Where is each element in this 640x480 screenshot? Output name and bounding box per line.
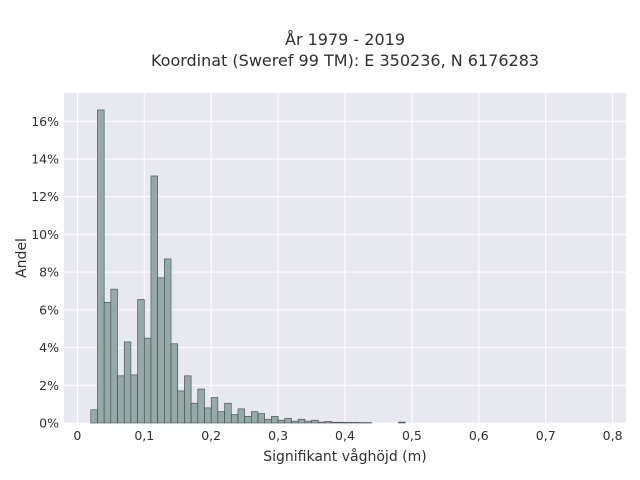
histogram-bar	[284, 417, 292, 424]
histogram-bar	[143, 337, 152, 424]
histogram-bar	[324, 421, 332, 424]
y-tick-label: 12%	[31, 189, 59, 204]
y-axis-label: Andel	[14, 238, 30, 278]
histogram-bar	[130, 374, 138, 424]
chart-title-line2: Koordinat (Sweref 99 TM): E 350236, N 61…	[151, 51, 539, 70]
histogram-bar	[170, 343, 179, 424]
histogram-bar	[271, 416, 279, 424]
y-tick-label: 10%	[31, 227, 59, 242]
x-tick-label: 0,1	[134, 428, 154, 443]
histogram-bar	[344, 422, 352, 424]
histogram-bar	[277, 419, 286, 424]
y-tick-label: 16%	[31, 114, 59, 129]
histogram-bar	[210, 397, 219, 424]
x-tick-label: 0,5	[402, 428, 422, 443]
histogram-bar	[150, 175, 158, 424]
histogram-bar	[197, 388, 205, 424]
x-axis-ticks: 0 0,1 0,2 0,3 0,4 0,5 0,6 0,7 0,8	[73, 428, 622, 443]
histogram-bar	[251, 411, 259, 424]
x-tick-label: 0,6	[469, 428, 489, 443]
histogram-bar	[264, 418, 272, 424]
histogram-bar	[103, 302, 112, 424]
chart-title-line1: År 1979 - 2019	[285, 30, 405, 49]
histogram-bar	[137, 299, 145, 424]
histogram-bar	[204, 407, 212, 424]
x-tick-label: 0,4	[335, 428, 355, 443]
histogram-bar	[398, 421, 406, 424]
histogram-bar	[351, 422, 359, 424]
x-tick-label: 0,7	[536, 428, 556, 443]
x-axis-label: Signifikant våghöjd (m)	[263, 448, 426, 465]
histogram-bar	[164, 258, 172, 424]
histogram-bar	[317, 421, 326, 424]
y-tick-label: 8%	[39, 265, 59, 280]
histogram-bar	[190, 402, 199, 424]
histogram-bar	[184, 375, 192, 424]
histogram-bar	[123, 341, 132, 424]
histogram-bar	[90, 409, 98, 424]
histogram-bar	[237, 408, 245, 424]
histogram-bar	[157, 277, 165, 424]
histogram-bar	[297, 418, 306, 424]
histogram-bar	[217, 411, 225, 424]
histogram-bar	[311, 419, 319, 424]
x-tick-label: 0	[73, 428, 81, 443]
histogram-bar	[177, 390, 185, 424]
y-tick-label: 4%	[39, 340, 59, 355]
histogram-bar	[97, 109, 105, 424]
x-tick-label: 0,3	[268, 428, 288, 443]
y-axis-ticks: 0% 2% 4% 6% 8% 10% 12% 14% 16%	[31, 114, 59, 431]
y-tick-label: 14%	[31, 152, 59, 167]
histogram-bar	[224, 402, 232, 424]
x-tick-label: 0,8	[603, 428, 623, 443]
bars	[90, 109, 406, 424]
histogram-bar	[338, 421, 346, 424]
y-tick-label: 2%	[39, 378, 59, 393]
histogram-bar	[244, 416, 252, 424]
x-tick-label: 0,2	[201, 428, 221, 443]
histogram-bar	[110, 288, 118, 424]
histogram-bar	[304, 420, 312, 424]
histogram-bar	[230, 414, 239, 424]
histogram-bar	[117, 375, 125, 424]
y-tick-label: 0%	[39, 416, 59, 431]
histogram-bar	[331, 421, 339, 424]
histogram-bar	[291, 420, 299, 424]
y-tick-label: 6%	[39, 302, 59, 317]
histogram-bar	[257, 413, 266, 424]
